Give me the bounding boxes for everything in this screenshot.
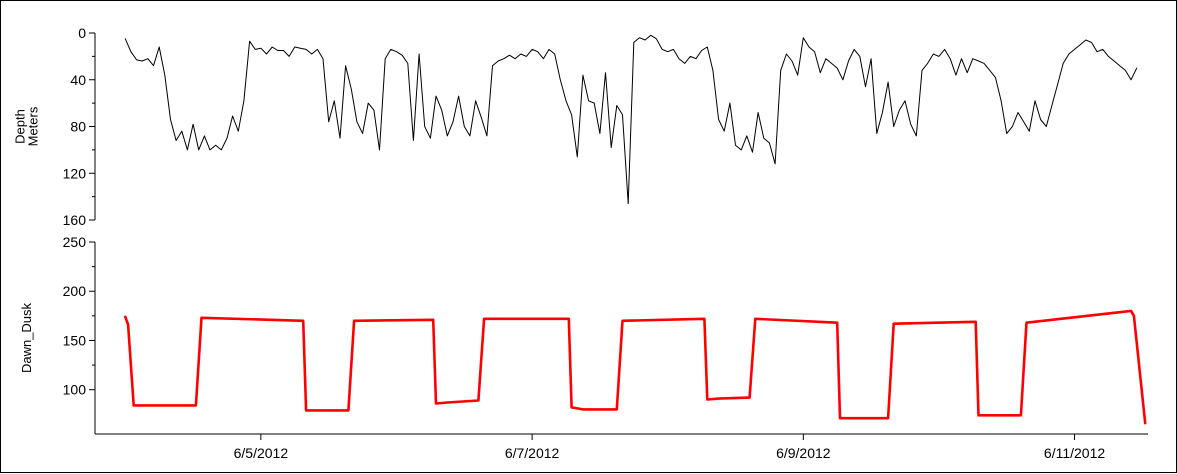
depth-y-tick-label: 40 xyxy=(70,72,86,88)
x-tick-label: 6/11/2012 xyxy=(1044,445,1105,461)
x-tick-label: 6/5/2012 xyxy=(234,445,289,461)
depth-series-line xyxy=(124,34,1138,205)
depth-y-tick-label: 120 xyxy=(63,165,87,181)
dawn-dusk-y-tick-label: 100 xyxy=(63,382,87,398)
dawn-dusk-series-line xyxy=(124,309,1147,425)
depth-y-tick-label: 80 xyxy=(70,119,86,135)
dawn-dusk-y-tick-label: 150 xyxy=(63,332,87,348)
depth-axis-title: Meters xyxy=(26,106,41,146)
dawn-dusk-panel: 100 150 200 250 Dawn_Dusk xyxy=(19,234,1147,434)
depth-axis-title: Depth xyxy=(13,109,28,144)
depth-y-tick-label: 160 xyxy=(63,212,87,228)
dawn-dusk-y-tick-label: 250 xyxy=(63,234,87,250)
dawn-dusk-y-tick-label: 200 xyxy=(63,283,87,299)
x-tick-label: 6/7/2012 xyxy=(505,445,560,461)
x-tick-label: 6/9/2012 xyxy=(776,445,831,461)
dawn-dusk-axis-title: Dawn_Dusk xyxy=(19,302,34,373)
depth-y-tick-label: 0 xyxy=(78,25,86,41)
x-axis: 6/5/2012 6/7/2012 6/9/2012 6/11/2012 xyxy=(95,433,1148,461)
